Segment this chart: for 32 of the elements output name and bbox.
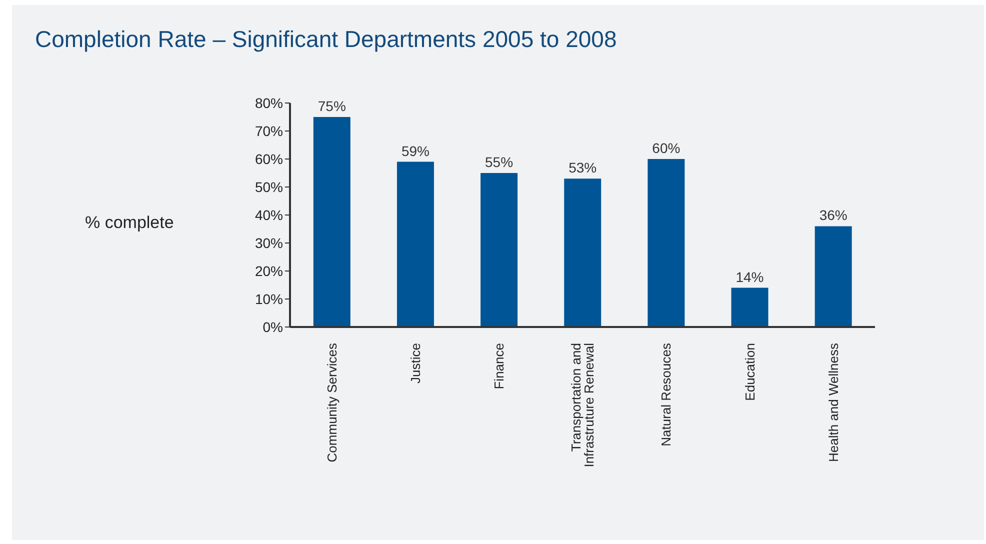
data-label: 14%	[736, 268, 764, 285]
chart-title: Completion Rate – Significant Departments 2005 to 2008	[35, 26, 617, 53]
bar	[814, 226, 852, 327]
x-tick-label: Justice	[408, 343, 423, 384]
data-label: 60%	[652, 140, 680, 156]
x-tick-label: Community Services	[324, 342, 340, 462]
bar	[480, 173, 518, 327]
y-tick-label: 20%	[254, 262, 283, 279]
x-tick-label: Finance	[492, 343, 507, 390]
data-label: 55%	[485, 154, 514, 170]
y-tick-label: 50%	[254, 178, 283, 195]
x-tick-label: Education	[742, 343, 758, 401]
bar	[648, 159, 685, 327]
y-tick-label: 80%	[254, 94, 283, 111]
data-label: 36%	[819, 207, 848, 224]
bar	[313, 117, 350, 327]
y-tick-label: 70%	[254, 122, 283, 139]
data-label: 53%	[568, 160, 597, 176]
y-tick-label: 10%	[254, 290, 283, 307]
y-axis-title: % complete	[85, 213, 174, 233]
x-tick-label: Health and Wellness	[826, 342, 841, 462]
x-tick-label: Transportation and Infrastruture Renewal	[568, 342, 597, 468]
data-label: 59%	[401, 142, 430, 159]
y-tick-label: 30%	[254, 234, 283, 251]
data-label: 75%	[318, 98, 346, 114]
bar	[731, 288, 768, 327]
bar	[396, 162, 434, 327]
y-tick-label: 0%	[262, 318, 283, 335]
bar	[564, 178, 602, 327]
y-tick-label: 60%	[254, 150, 283, 167]
y-tick-label: 40%	[254, 206, 283, 223]
x-tick-label: Natural Resouces	[658, 342, 674, 446]
